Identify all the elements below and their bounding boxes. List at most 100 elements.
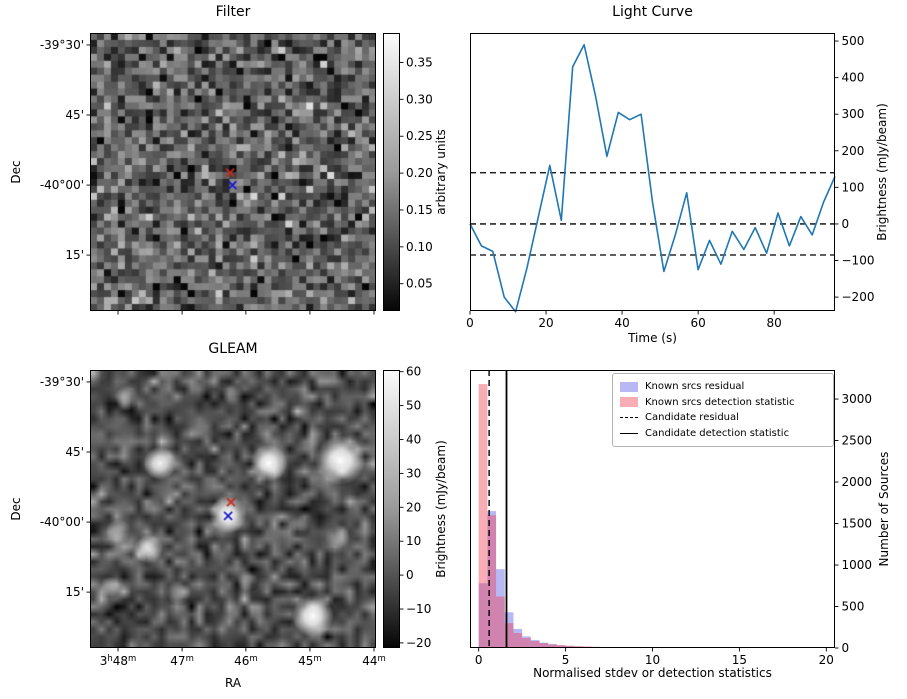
histogram-bar-residual	[522, 636, 531, 648]
legend-label-candidate-residual: Candidate residual	[645, 412, 739, 424]
histogram-xtick-label: 5	[562, 653, 570, 667]
histogram-xlabel: Normalised stdev or detection statistics	[533, 666, 772, 680]
histogram-xtick-label: 15	[732, 653, 747, 667]
gleam-xtick-label: 45m	[298, 654, 322, 668]
legend: Known srcs residual Known srcs detection…	[612, 373, 834, 447]
legend-swatch-detection	[620, 397, 638, 408]
gleam-ytick-label: -39°30'	[40, 375, 84, 389]
light-curve-line	[469, 43, 836, 313]
histogram-ytick-label: 500	[842, 600, 865, 614]
light-curve-ytick-label: 0	[842, 217, 850, 231]
histogram-bar-detection	[600, 647, 610, 648]
histogram-bar-detection	[582, 646, 592, 648]
legend-label-detection: Known srcs detection statistic	[645, 396, 795, 408]
filter-colorbar-tick-label: 0.20	[406, 166, 433, 180]
axes-spine	[470, 33, 835, 311]
histogram-bar-residual	[548, 644, 557, 648]
legend-swatch-residual	[620, 381, 638, 392]
gleam-colorbar-label: Brightness (mJy/beam)	[434, 440, 448, 578]
gleam-xlabel: RA	[224, 676, 242, 690]
light-curve-ytick-label: 500	[842, 34, 865, 48]
filter-colorbar-tick-label: 0.05	[406, 277, 433, 291]
filter-colorbar-tick-label: 0.25	[406, 129, 433, 143]
gleam-xtick-label: 3h48m	[100, 654, 137, 668]
gleam-ytick-label: -40°00'	[40, 515, 84, 529]
histogram-bar-detection	[539, 643, 549, 648]
histogram-bar-residual	[530, 640, 540, 648]
legend-item-candidate-detection: Candidate detection statistic	[620, 426, 826, 442]
histogram-bar-detection	[591, 646, 601, 648]
histogram-bar-residual	[539, 642, 549, 648]
histogram-xtick-label: 20	[819, 653, 834, 667]
histogram-bar-residual	[496, 569, 505, 648]
light-curve-ytick-label: 400	[842, 71, 865, 85]
legend-item-candidate-residual: Candidate residual	[620, 410, 826, 426]
histogram-bar-residual	[504, 612, 514, 648]
histogram-bar-residual	[513, 628, 523, 648]
legend-label-residual: Known srcs residual	[645, 381, 745, 393]
gleam-title: GLEAM	[208, 341, 258, 357]
legend-item-residual: Known srcs residual	[620, 379, 826, 395]
gleam-colorbar-tick-label: 20	[406, 500, 421, 514]
gleam-colorbar-tick-label: 30	[406, 466, 421, 480]
histogram-ytick-label: 1000	[842, 558, 873, 572]
histogram-xtick-label: 0	[475, 653, 483, 667]
gleam-dec-label: Dec	[9, 497, 23, 521]
histogram-bar-residual	[591, 647, 601, 648]
histogram-ytick-label: 0	[842, 641, 850, 655]
gleam-colorbar-tick-label: 50	[406, 399, 421, 413]
gleam-colorbar-tick-label: 0	[406, 568, 414, 582]
legend-item-detection: Known srcs detection statistic	[620, 395, 826, 411]
filter-colorbar-tick-label: 0.15	[406, 203, 433, 217]
histogram-bar-detection	[556, 645, 566, 648]
histogram-bar-residual	[582, 646, 592, 648]
histogram-ylabel: Number of Sources	[877, 451, 891, 567]
histogram-bar-detection	[478, 384, 488, 648]
legend-dashed-line-icon	[620, 417, 638, 419]
gleam-ytick-label: 45'	[65, 445, 84, 459]
filter-colorbar-tick-label: 0.35	[406, 55, 433, 69]
histogram-xtick-label: 10	[645, 653, 660, 667]
histogram-bar-detection	[513, 633, 523, 648]
histogram-bar-detection	[635, 647, 644, 648]
histogram-bar-residual	[609, 647, 618, 648]
light-curve-ytick-label: 200	[842, 144, 865, 158]
histogram-bar-residual	[556, 645, 566, 648]
filter-ytick-label: 15'	[65, 248, 84, 262]
filter-colorbar-tick-label: 0.30	[406, 92, 433, 106]
light-curve-xtick-label: 40	[614, 316, 629, 330]
light-curve-ylabel: Brightness (mJy/beam)	[875, 103, 889, 241]
gleam-colorbar-tick-label: 10	[406, 534, 421, 548]
histogram-bar-detection	[487, 515, 497, 648]
gleam-xtick-label: 44m	[362, 654, 386, 668]
histogram-bar-residual	[487, 511, 497, 648]
filter-colorbar	[383, 33, 400, 311]
light-curve-xtick-label: 60	[690, 316, 705, 330]
light-curve-xtick-label: 80	[767, 316, 782, 330]
histogram-bar-detection	[609, 647, 618, 648]
light-curve-xlabel: Time (s)	[628, 331, 677, 345]
histogram-ytick-label: 2500	[842, 434, 873, 448]
histogram-bar-residual	[565, 646, 575, 648]
filter-ytick-label: -40°00'	[40, 178, 84, 192]
histogram-bar-detection	[548, 644, 557, 648]
histogram-bar-detection	[530, 640, 540, 648]
histogram-bar-detection	[522, 638, 531, 648]
filter-dec-label: Dec	[9, 160, 23, 184]
filter-ytick-label: 45'	[65, 108, 84, 122]
filter-ytick-label: -39°30'	[40, 38, 84, 52]
light-curve-xtick-label: 20	[538, 316, 553, 330]
gleam-colorbar-tick-label: −10	[406, 602, 431, 616]
gleam-colorbar-tick-label: 60	[406, 365, 421, 379]
histogram-bar-detection	[504, 623, 514, 648]
filter-image	[90, 33, 376, 311]
histogram-bar-detection	[496, 596, 505, 648]
gleam-colorbar	[383, 370, 400, 648]
filter-colorbar-tick-label: 0.10	[406, 240, 433, 254]
histogram-bar-detection	[565, 645, 575, 648]
light-curve-ytick-label: 300	[842, 107, 865, 121]
legend-label-candidate-detection: Candidate detection statistic	[645, 427, 790, 439]
filter-title: Filter	[215, 4, 251, 20]
histogram-bar-detection	[626, 647, 636, 648]
